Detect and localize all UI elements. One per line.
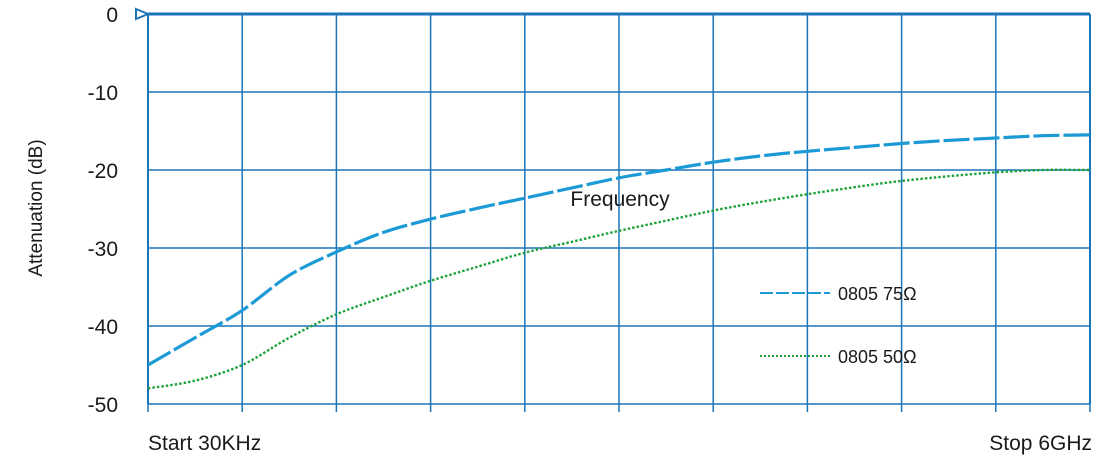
series-line-75 (147, 133, 1091, 367)
y-axis-title: Attenuation (dB) (26, 139, 47, 276)
y-tick-label: -40 (88, 316, 118, 339)
grid (147, 12, 1091, 412)
y-tick-label: -20 (88, 160, 118, 183)
y-tick-label: -10 (88, 82, 118, 105)
plot-center-label: Frequency (570, 188, 670, 211)
x-stop-label: Stop 6GHz (989, 432, 1092, 455)
series-line-50 (147, 168, 1091, 390)
y-tick-label: -50 (88, 394, 118, 417)
legend-label-50: 0805 50Ω (838, 347, 917, 367)
x-start-label: Start 30KHz (148, 432, 261, 455)
legend-label-75: 0805 75Ω (838, 284, 917, 304)
legend: 0805 75Ω 0805 50Ω (760, 284, 917, 367)
reference-marker-icon (135, 7, 151, 21)
y-tick-label: 0 (106, 4, 118, 27)
y-tick-labels: 0 -10 -20 -30 -40 -50 (88, 4, 118, 417)
series-lines (147, 133, 1091, 390)
y-tick-label: -30 (88, 238, 118, 261)
